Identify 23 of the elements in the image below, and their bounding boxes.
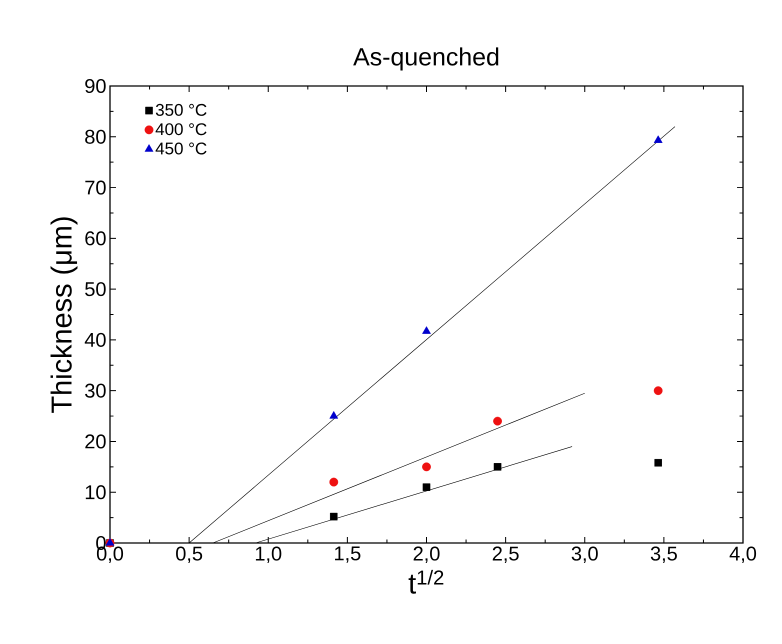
y-tick-label: 70 <box>85 180 106 195</box>
y-axis-title: Thickness (μm) <box>50 217 78 413</box>
chart-title: As-quenched <box>353 47 498 71</box>
x-tick-label: 0,5 <box>176 546 202 563</box>
x-tick-label: 3,0 <box>572 546 598 563</box>
x-axis-title: t$^{1/2}$ <box>408 570 444 594</box>
y-tick-label: 20 <box>85 434 106 448</box>
y-tick-label: 40 <box>84 332 106 347</box>
x-tick-label: 4,0 <box>730 546 756 563</box>
x-tick-label: 2,0 <box>414 546 440 563</box>
x-tick-label: 1,0 <box>256 546 282 563</box>
y-tick-label: 10 <box>86 485 106 500</box>
y-tick-label: 50 <box>85 282 106 296</box>
legend-label: 400 °C <box>156 123 207 136</box>
y-tick-label: 30 <box>85 384 106 398</box>
legend-label: 450 °C <box>156 142 207 154</box>
x-tick-label: 3,5 <box>650 546 677 563</box>
y-tick-label: 60 <box>85 231 106 246</box>
y-tick-label: 90 <box>85 78 106 94</box>
legend-label: 350 °C <box>156 104 207 116</box>
y-tick-label: 80 <box>85 130 106 144</box>
x-tick-label: 2,5 <box>492 546 519 563</box>
x-tick-label: 1,5 <box>335 546 360 563</box>
